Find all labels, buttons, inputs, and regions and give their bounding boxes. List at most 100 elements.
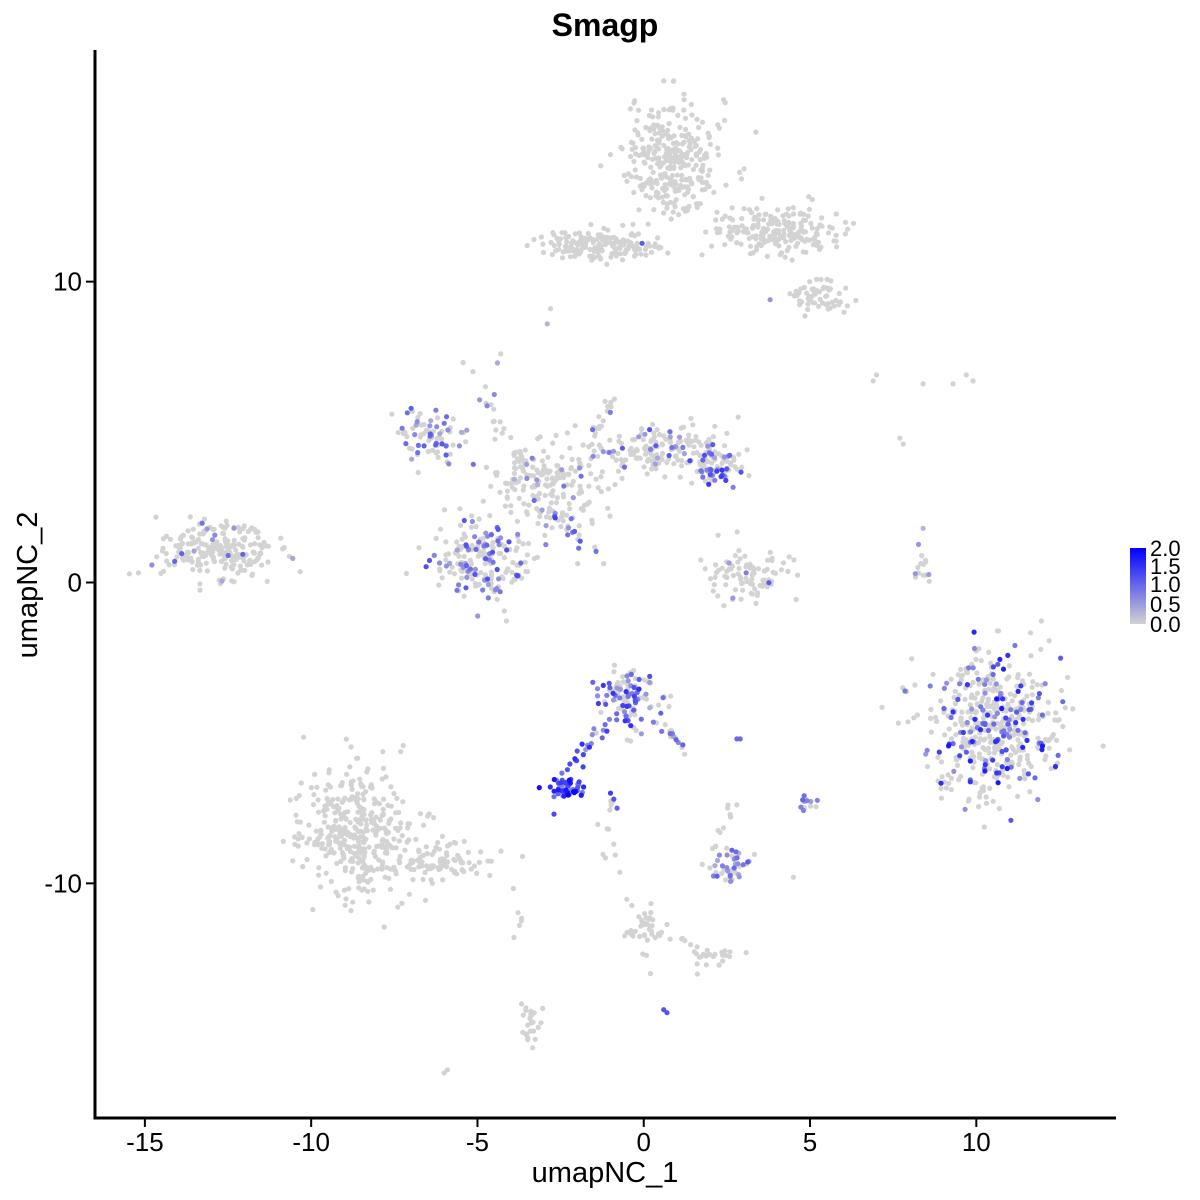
data-point (519, 1001, 525, 1007)
data-point (624, 699, 630, 705)
data-point (610, 690, 616, 696)
data-point (699, 168, 706, 174)
data-point (391, 836, 397, 842)
data-point (814, 242, 820, 248)
data-point (331, 850, 337, 856)
data-point (970, 665, 976, 671)
data-point (642, 445, 648, 451)
data-point (668, 148, 675, 154)
data-point (699, 861, 705, 868)
data-point (490, 545, 496, 551)
data-point (748, 243, 754, 249)
data-point (602, 398, 608, 404)
data-point (586, 499, 592, 505)
data-point (654, 145, 660, 151)
data-point (800, 217, 807, 223)
data-point (465, 849, 471, 856)
data-point (957, 753, 963, 759)
data-point (516, 922, 523, 929)
data-point (255, 535, 261, 541)
data-point (443, 414, 450, 420)
data-point (515, 531, 521, 537)
data-point (726, 224, 732, 230)
data-point (736, 565, 742, 572)
data-point (352, 824, 358, 830)
data-point (1029, 718, 1036, 724)
data-point (558, 523, 564, 530)
data-point (736, 874, 742, 880)
data-point (485, 858, 491, 864)
data-point (988, 703, 995, 709)
data-point (715, 593, 721, 599)
data-point (961, 735, 967, 741)
data-point (583, 747, 589, 753)
data-point (743, 575, 749, 581)
data-point (388, 803, 394, 809)
data-point (534, 467, 540, 473)
data-point (463, 542, 469, 548)
data-point (619, 475, 625, 481)
data-point (350, 899, 356, 905)
data-point (389, 411, 395, 417)
data-point (1035, 695, 1041, 701)
data-point (744, 562, 750, 568)
data-point (211, 526, 217, 532)
data-point (483, 464, 489, 470)
data-point (1007, 726, 1013, 733)
data-point (408, 857, 414, 863)
data-point (607, 790, 614, 796)
data-point (445, 427, 451, 433)
data-point (628, 927, 634, 934)
data-point (619, 146, 625, 152)
data-point (683, 134, 689, 140)
data-point (702, 478, 709, 484)
data-point (241, 558, 247, 564)
data-point (1001, 728, 1007, 734)
data-point (684, 155, 690, 161)
data-point (618, 239, 624, 245)
data-point (233, 557, 239, 563)
data-point (468, 524, 475, 530)
data-point (251, 550, 258, 556)
data-point (447, 569, 453, 575)
data-point (631, 189, 637, 196)
data-point (240, 544, 246, 550)
data-point (498, 848, 504, 854)
data-point (825, 306, 831, 312)
data-point (720, 952, 726, 958)
data-point (938, 759, 945, 765)
data-point (459, 536, 465, 542)
data-point (1038, 646, 1044, 653)
data-point (782, 254, 788, 260)
data-point (759, 583, 766, 589)
data-point (429, 447, 436, 453)
data-point (521, 501, 527, 507)
data-point (352, 832, 358, 838)
data-point (977, 727, 984, 733)
data-point (204, 568, 210, 574)
data-point (668, 216, 674, 222)
data-point (591, 448, 597, 454)
data-point (978, 704, 984, 710)
data-point (738, 596, 744, 602)
data-point (711, 189, 717, 195)
data-point (304, 840, 310, 846)
data-point (363, 826, 369, 832)
data-point (397, 860, 403, 866)
data-point (981, 824, 987, 830)
data-point (942, 732, 948, 738)
data-point (927, 683, 933, 689)
data-point (666, 120, 672, 127)
data-point (730, 484, 736, 490)
data-point (635, 130, 641, 136)
data-point (571, 239, 577, 245)
data-point (589, 253, 596, 259)
data-point (991, 774, 997, 780)
data-point (720, 958, 726, 964)
data-point (630, 221, 636, 227)
data-point (598, 709, 604, 715)
data-point (769, 218, 775, 224)
data-point (524, 511, 531, 517)
data-point (767, 233, 773, 239)
data-point (422, 897, 429, 903)
